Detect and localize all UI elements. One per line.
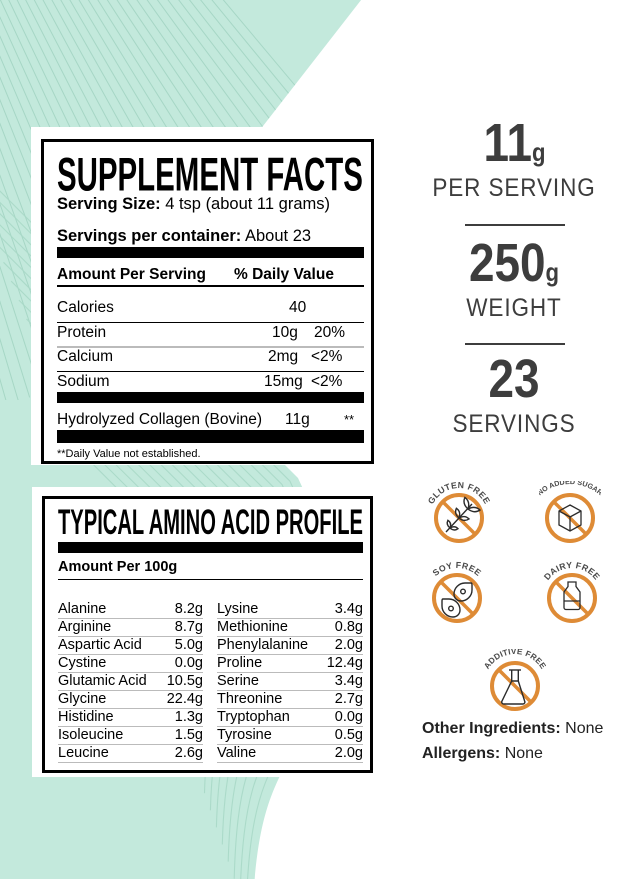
svg-text:DAIRY FREE: DAIRY FREE	[542, 561, 602, 582]
svg-text:ADDITIVE FREE: ADDITIVE FREE	[484, 649, 546, 671]
